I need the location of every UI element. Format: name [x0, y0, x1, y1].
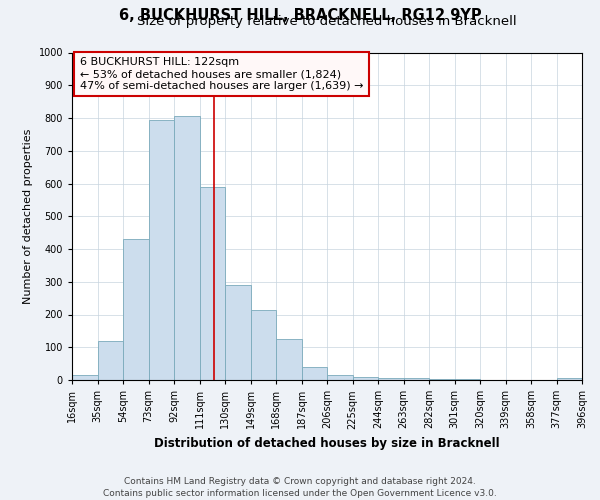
Bar: [302, 367, 327, 380]
Bar: [378, 378, 404, 380]
Bar: [97, 340, 123, 380]
Bar: [174, 116, 199, 380]
Bar: [404, 378, 429, 380]
Bar: [557, 378, 582, 380]
Bar: [225, 285, 251, 380]
Bar: [429, 379, 455, 380]
Bar: [276, 339, 302, 380]
Bar: [149, 120, 174, 380]
Bar: [199, 187, 225, 380]
Text: 6, BUCKHURST HILL, BRACKNELL, RG12 9YP: 6, BUCKHURST HILL, BRACKNELL, RG12 9YP: [119, 8, 481, 22]
Y-axis label: Number of detached properties: Number of detached properties: [23, 128, 33, 304]
Text: Contains HM Land Registry data © Crown copyright and database right 2024.
Contai: Contains HM Land Registry data © Crown c…: [103, 476, 497, 498]
Bar: [327, 375, 353, 380]
Bar: [123, 239, 149, 380]
X-axis label: Distribution of detached houses by size in Bracknell: Distribution of detached houses by size …: [154, 437, 500, 450]
Title: Size of property relative to detached houses in Bracknell: Size of property relative to detached ho…: [137, 14, 517, 28]
Bar: [251, 310, 276, 380]
Bar: [72, 375, 97, 380]
Bar: [353, 376, 378, 380]
Text: 6 BUCKHURST HILL: 122sqm
← 53% of detached houses are smaller (1,824)
47% of sem: 6 BUCKHURST HILL: 122sqm ← 53% of detach…: [80, 58, 363, 90]
